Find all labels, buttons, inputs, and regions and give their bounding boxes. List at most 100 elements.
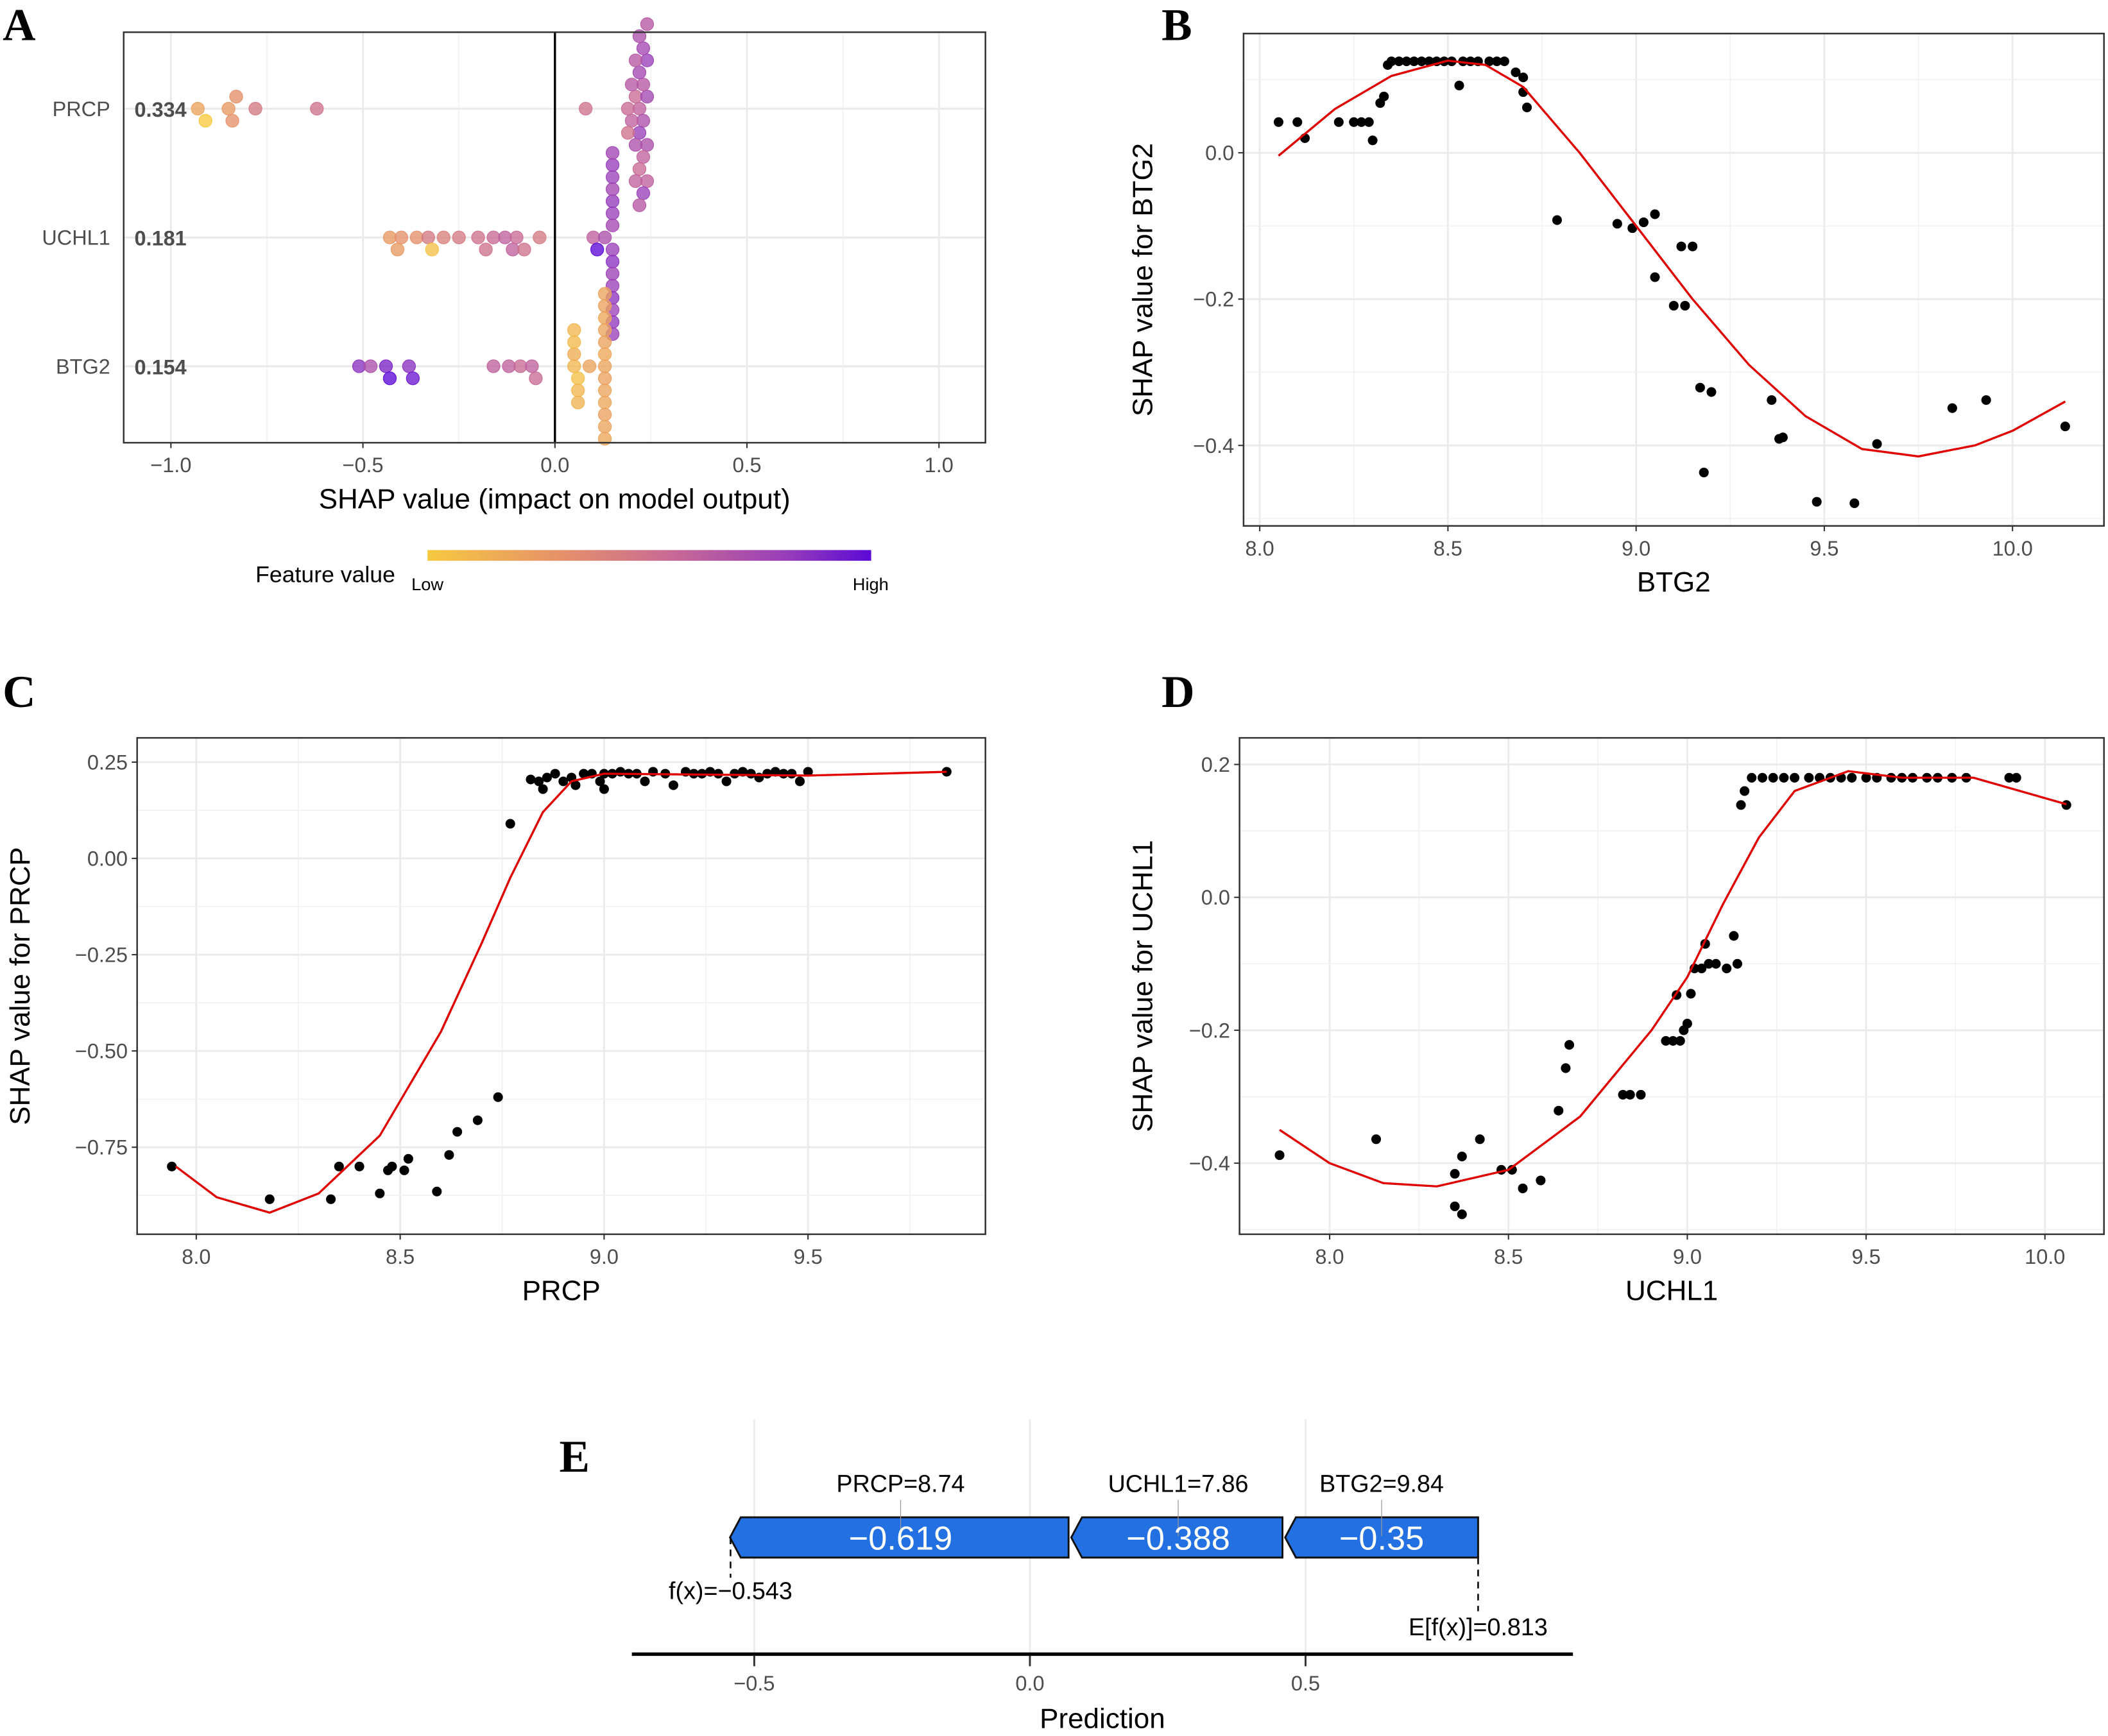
shap-point — [582, 359, 597, 373]
data-point — [595, 776, 605, 787]
shap-point — [578, 101, 593, 116]
data-point — [1518, 72, 1529, 83]
shap-point — [624, 114, 639, 128]
data-point — [579, 769, 589, 779]
data-point — [1668, 1035, 1678, 1046]
shap-point — [605, 158, 620, 172]
shap-point — [571, 383, 585, 398]
shap-point — [452, 230, 466, 244]
shap-point — [640, 89, 655, 104]
shap-point — [628, 53, 643, 67]
data-point — [1416, 56, 1427, 67]
data-point — [640, 776, 650, 787]
panel-label-e: E — [560, 1432, 590, 1482]
shap-point — [567, 347, 581, 361]
data-point — [2011, 772, 2021, 783]
data-point — [1292, 117, 1303, 127]
data-point — [1625, 1089, 1635, 1100]
data-point — [1729, 931, 1739, 941]
data-point — [1790, 772, 1800, 783]
data-point — [1401, 56, 1412, 67]
data-point — [668, 780, 678, 790]
y-tick-label: 0.0 — [1201, 886, 1230, 909]
data-point — [1484, 56, 1495, 67]
shap-point — [486, 359, 501, 373]
data-point — [1680, 300, 1690, 311]
feature-name: BTG2 — [56, 355, 110, 378]
shap-point — [363, 359, 378, 373]
feature-value-colorbar — [427, 550, 871, 561]
data-point — [399, 1165, 409, 1175]
data-point — [1778, 432, 1788, 443]
shap-point — [597, 311, 612, 325]
force-value-label: −0.388 — [1126, 1520, 1230, 1557]
data-point — [1682, 1019, 1692, 1029]
shap-point — [597, 323, 612, 337]
x-tick-label: 10.0 — [2025, 1245, 2065, 1268]
data-point — [403, 1153, 413, 1164]
data-point — [1511, 67, 1521, 78]
x-tick-label: 8.0 — [182, 1245, 210, 1268]
shap-point — [590, 243, 604, 257]
x-axis-title: PRCP — [522, 1275, 601, 1306]
feature-name: UCHL1 — [42, 226, 110, 250]
data-point — [1661, 1035, 1671, 1046]
panel-a-beeswarm: −1.0 −0.5 0.0 0.5 1.0 SHAP value (impact on m… — [42, 17, 986, 594]
shap-point — [406, 371, 420, 386]
data-point — [1618, 1089, 1628, 1100]
shap-point — [605, 146, 620, 160]
data-point — [1947, 403, 1957, 413]
data-point — [375, 1188, 385, 1198]
data-point — [1812, 497, 1822, 507]
panel-d-uchl1-dependence: 8.0 8.5 9.0 9.5 10.0 0.2 0.0 −0.2 −0.4 SHAP value… — [1127, 736, 2105, 1306]
data-point — [1849, 498, 1860, 508]
data-point — [1507, 1164, 1517, 1175]
data-point — [542, 772, 552, 783]
data-point — [1475, 1134, 1485, 1145]
x-tick-label: 9.0 — [1673, 1245, 1702, 1268]
x-axis-title: BTG2 — [1637, 566, 1711, 598]
data-point — [1554, 1105, 1564, 1116]
data-point — [1450, 1201, 1460, 1211]
shap-point — [597, 359, 612, 373]
shap-point — [390, 243, 405, 257]
shap-point — [471, 230, 485, 244]
shap-point — [571, 395, 585, 410]
data-point — [1650, 209, 1660, 219]
data-point — [1779, 772, 1789, 783]
y-tick-label: −0.75 — [75, 1136, 128, 1159]
data-point — [1379, 91, 1389, 101]
shap-point — [191, 101, 205, 116]
data-point — [1636, 1089, 1646, 1100]
data-point — [570, 780, 581, 790]
panel-label-d: D — [1161, 667, 1194, 717]
x-tick-label: 8.5 — [1494, 1245, 1523, 1268]
data-point — [1457, 1152, 1467, 1162]
shap-point — [597, 230, 612, 244]
shap-point — [640, 53, 655, 67]
shap-point — [640, 174, 655, 188]
data-point — [167, 1161, 177, 1171]
shap-point — [525, 359, 539, 373]
data-point — [334, 1161, 344, 1171]
shap-point — [605, 266, 620, 281]
shap-point — [628, 138, 643, 152]
x-tick-label: 8.5 — [386, 1245, 415, 1268]
x-tick-label: 0.0 — [540, 454, 569, 477]
feature-importance: 0.181 — [135, 227, 187, 250]
data-point — [1699, 467, 1709, 478]
x-tick-label: −0.5 — [343, 454, 384, 477]
data-point — [1747, 772, 1757, 783]
data-point — [505, 819, 515, 829]
data-point — [452, 1127, 463, 1137]
force-segment — [1070, 1516, 1283, 1559]
shap-point — [632, 198, 647, 212]
data-point — [526, 774, 536, 785]
shap-point — [632, 65, 647, 80]
data-point — [2004, 772, 2014, 783]
shap-point — [382, 371, 397, 386]
x-tick-label: 8.0 — [1246, 537, 1274, 560]
data-point — [1722, 964, 1732, 974]
y-tick-label: −0.50 — [75, 1040, 128, 1063]
shap-point — [421, 230, 435, 244]
